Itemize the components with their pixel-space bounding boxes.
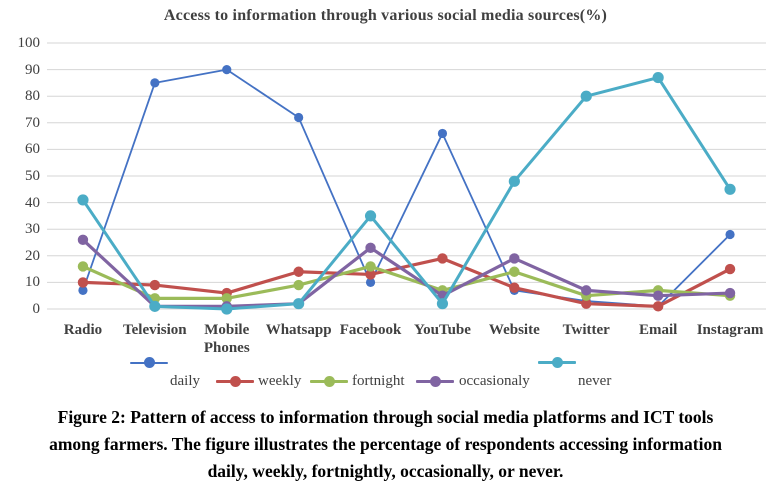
data-point-fortnight-Radio — [77, 261, 89, 272]
data-point-weekly-YouTube — [437, 253, 448, 264]
data-point-never-Mobile Phones — [221, 303, 233, 315]
chart-title: Access to information through various so… — [163, 7, 608, 24]
data-point-weekly-Television — [149, 279, 161, 291]
x-axis-category-label: Website — [488, 322, 540, 338]
data-point-weekly-Instagram — [724, 263, 736, 275]
data-point-never-Radio — [77, 194, 89, 206]
legend-marker-fortnight-icon — [310, 375, 348, 387]
data-point-fortnight-Whatsapp — [293, 279, 304, 291]
y-axis-tick-label: 80 — [25, 88, 40, 105]
data-point-weekly-Email — [652, 301, 664, 312]
data-point-never-YouTube — [436, 298, 449, 310]
x-axis-category-label: Television — [123, 322, 187, 338]
series-line-never — [81, 76, 732, 311]
data-point-occasionaly-Twitter — [581, 285, 592, 296]
data-point-occasionaly-Facebook — [365, 242, 376, 254]
legend-dot-icon — [144, 357, 155, 368]
caption-line: Figure 2: Pattern of access to informati… — [57, 407, 714, 427]
data-point-occasionaly-Instagram — [724, 287, 736, 299]
y-axis-tick-label: 60 — [25, 141, 40, 158]
legend-marker-occasionaly-icon — [416, 375, 454, 387]
data-point-daily-Instagram — [725, 229, 735, 240]
data-point-daily-Radio — [78, 285, 88, 295]
data-point-weekly-Facebook — [365, 269, 376, 280]
caption-line: daily, weekly, fortnightly, occasionally… — [207, 461, 564, 481]
y-axis-tick-label: 40 — [25, 194, 40, 211]
legend-label-never: never — [578, 373, 612, 389]
data-point-occasionaly-Email — [652, 290, 664, 301]
legend-label-daily: daily — [170, 373, 200, 389]
y-axis-tick-label: 20 — [25, 247, 40, 264]
data-point-fortnight-Facebook — [365, 261, 376, 272]
data-point-never-Television — [149, 300, 161, 312]
data-point-daily-Television — [150, 78, 160, 88]
data-point-daily-YouTube — [437, 128, 448, 139]
x-axis-category-label: Instagram — [696, 322, 764, 338]
legend-marker-never-icon — [538, 356, 576, 368]
series-line-occasionaly — [81, 238, 732, 308]
legend-label-occasionaly: occasionaly — [459, 373, 530, 389]
data-point-never-Instagram — [724, 183, 736, 195]
y-axis-tick-label: 0 — [32, 301, 41, 317]
legend-marker-weekly-icon — [216, 375, 254, 387]
x-axis-category-label: Email — [638, 322, 678, 338]
data-point-daily-Whatsapp — [294, 112, 304, 123]
y-axis-tick-label: 10 — [25, 274, 40, 291]
data-point-fortnight-Website — [509, 266, 520, 277]
data-point-weekly-Whatsapp — [293, 266, 304, 277]
x-axis-category-label: Facebook — [339, 322, 402, 338]
data-point-daily-Mobile Phones — [222, 65, 232, 75]
data-point-occasionaly-Radio — [77, 234, 89, 246]
y-axis-tick-label: 90 — [25, 61, 40, 78]
data-point-never-Whatsapp — [293, 298, 305, 310]
data-point-weekly-Twitter — [581, 298, 592, 309]
y-axis-tick-label: 70 — [25, 114, 40, 131]
data-point-never-Email — [652, 71, 664, 84]
data-point-daily-Facebook — [365, 277, 376, 287]
data-point-fortnight-Mobile Phones — [221, 293, 232, 304]
legend-label-fortnight: fortnight — [352, 373, 405, 389]
x-axis-category-label: Whatsapp — [265, 322, 332, 338]
data-point-occasionaly-Website — [509, 253, 520, 264]
x-axis-category-label: Twitter — [562, 322, 610, 338]
y-axis-tick-label: 100 — [17, 35, 41, 51]
legend-dot-icon — [324, 376, 335, 387]
data-point-weekly-Radio — [77, 277, 89, 288]
data-point-never-Facebook — [364, 210, 377, 222]
x-axis-category-label: Mobile Phones — [203, 322, 250, 356]
caption-line: among farmers. The figure illustrates th… — [49, 434, 722, 454]
legend-dot-icon — [552, 357, 563, 368]
y-axis-tick-label: 30 — [25, 221, 40, 238]
y-axis-tick-label: 50 — [25, 168, 40, 184]
data-point-weekly-Website — [509, 282, 520, 293]
x-axis-category-label: Radio — [63, 322, 103, 338]
data-point-never-Website — [508, 175, 520, 187]
legend-dot-icon — [230, 376, 241, 387]
chart-legend: daily weekly fortnight occasionaly never — [0, 350, 771, 398]
legend-dot-icon — [430, 376, 441, 387]
x-axis-category-label: YouTube — [413, 322, 471, 338]
line-chart-plot — [47, 42, 766, 315]
series-line-weekly — [81, 256, 732, 308]
data-point-never-Twitter — [580, 90, 592, 102]
legend-marker-daily-icon — [130, 356, 168, 368]
legend-label-weekly: weekly — [258, 373, 302, 389]
figure-caption: Figure 2: Pattern of access to informati… — [0, 404, 771, 485]
